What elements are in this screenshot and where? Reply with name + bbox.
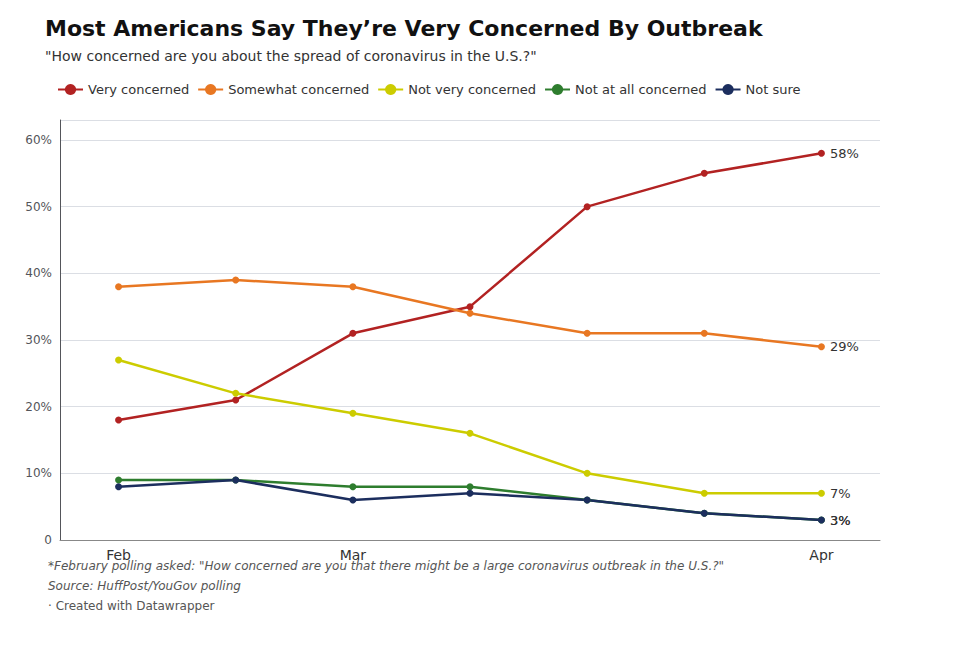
svg-text:40%: 40%	[25, 266, 52, 280]
svg-text:50%: 50%	[25, 200, 52, 214]
svg-text:3%: 3%	[830, 513, 851, 528]
svg-text:3%: 3%	[830, 513, 851, 528]
svg-text:· Created with Datawrapper: · Created with Datawrapper	[48, 599, 215, 613]
svg-text:Not at all concerned: Not at all concerned	[575, 82, 707, 97]
svg-text:Somewhat concerned: Somewhat concerned	[228, 82, 369, 97]
svg-text:Not sure: Not sure	[746, 82, 801, 97]
svg-text:Source: HuffPost/YouGov pollin: Source: HuffPost/YouGov polling	[48, 579, 241, 593]
svg-text:*February polling asked: "How: *February polling asked: "How concerned …	[48, 559, 724, 573]
svg-text:Apr: Apr	[809, 547, 833, 563]
svg-text:20%: 20%	[25, 400, 52, 414]
svg-text:Most Americans Say They’re Ver: Most Americans Say They’re Very Concerne…	[45, 16, 764, 41]
svg-text:29%: 29%	[830, 339, 859, 354]
svg-text:0: 0	[44, 533, 52, 547]
svg-text:Very concerned: Very concerned	[88, 82, 189, 97]
svg-text:7%: 7%	[830, 486, 851, 501]
svg-text:30%: 30%	[25, 333, 52, 347]
svg-text:Not very concerned: Not very concerned	[408, 82, 536, 97]
svg-text:Mar: Mar	[340, 547, 367, 563]
svg-text:58%: 58%	[830, 146, 859, 161]
svg-text:Feb: Feb	[106, 547, 131, 563]
svg-text:60%: 60%	[25, 133, 52, 147]
svg-text:"How concerned are you about t: "How concerned are you about the spread …	[45, 48, 537, 64]
svg-text:10%: 10%	[25, 466, 52, 480]
